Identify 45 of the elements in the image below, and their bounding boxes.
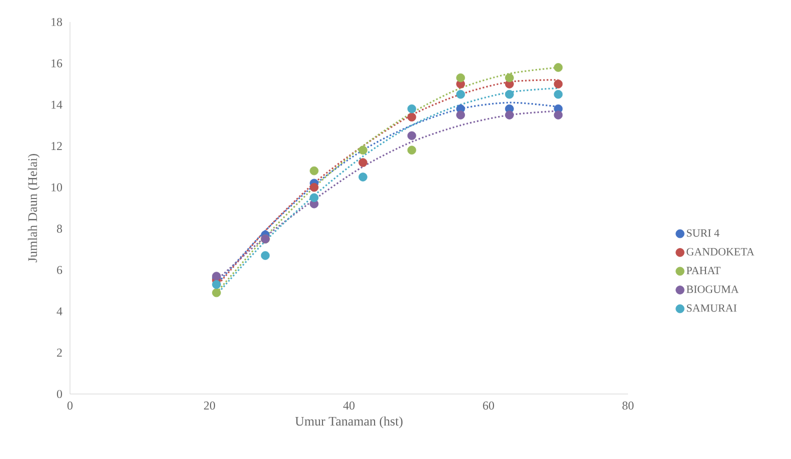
legend-label: BIOGUMA xyxy=(686,286,739,293)
point xyxy=(358,158,368,167)
legend-label: GANDOKETA xyxy=(686,248,754,256)
point xyxy=(456,73,465,82)
point xyxy=(212,280,221,289)
point xyxy=(407,112,416,122)
point xyxy=(505,73,514,82)
point xyxy=(554,90,563,99)
y-tick-label: 10 xyxy=(52,183,62,192)
legend-label: SURI 4 xyxy=(686,229,720,237)
legend-label: SAMURAI xyxy=(686,304,737,312)
point xyxy=(554,63,563,72)
point xyxy=(505,110,514,120)
y-tick-label: 16 xyxy=(52,59,62,68)
y-axis-title: Jumlah Daun (Helai) xyxy=(28,154,40,262)
x-tick-label: 40 xyxy=(343,402,355,410)
point xyxy=(310,193,319,202)
point xyxy=(358,172,368,182)
x-tick-label: 80 xyxy=(622,402,634,410)
y-tick-label: 18 xyxy=(52,18,62,26)
point xyxy=(554,110,563,120)
x-axis-title: Umur Tanaman (hst) xyxy=(295,416,402,428)
point xyxy=(310,166,319,176)
y-tick-label: 4 xyxy=(56,307,62,316)
x-tick-label: 0 xyxy=(67,402,73,410)
point xyxy=(260,251,270,260)
y-tick-label: 6 xyxy=(56,266,62,274)
y-tick-label: 0 xyxy=(56,390,62,398)
point xyxy=(456,110,465,120)
point xyxy=(456,90,465,99)
point xyxy=(310,182,319,192)
point xyxy=(407,146,416,155)
y-tick-label: 8 xyxy=(56,224,62,233)
point xyxy=(407,104,416,114)
point xyxy=(212,288,221,298)
point xyxy=(554,80,563,88)
y-tick-label: 14 xyxy=(52,100,62,109)
legend-label: PAHAT xyxy=(686,266,720,274)
x-tick-label: 60 xyxy=(483,402,494,410)
x-tick-label: 20 xyxy=(204,402,216,410)
point xyxy=(505,90,514,99)
y-tick-label: 12 xyxy=(52,142,62,150)
point xyxy=(358,146,368,155)
y-tick-label: 2 xyxy=(57,348,62,357)
point xyxy=(407,131,416,140)
